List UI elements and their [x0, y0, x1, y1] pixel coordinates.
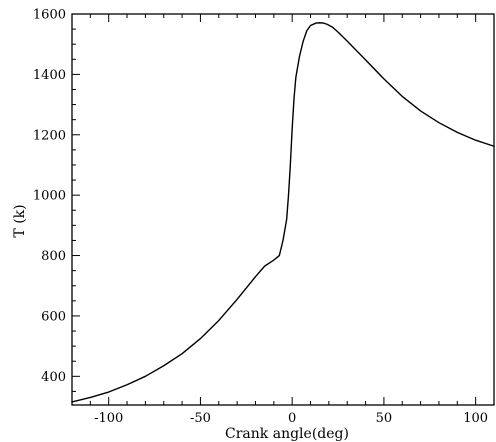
y-tick-label: 1400 — [33, 68, 66, 83]
y-tick-label: 400 — [41, 370, 66, 385]
x-tick-label: -100 — [94, 411, 123, 426]
series-layer — [71, 22, 495, 403]
y-tick-label: 800 — [41, 249, 66, 264]
x-tick-label: 0 — [288, 411, 296, 426]
y-tick-label: 1600 — [33, 8, 66, 23]
y-tick-label: 1200 — [33, 128, 66, 143]
temperature-line — [71, 22, 495, 403]
y-tick-label: 1000 — [33, 189, 66, 204]
plot-frame — [71, 13, 495, 406]
y-tick-label: 600 — [41, 309, 66, 324]
x-axis-title: Crank angle(deg) — [225, 426, 349, 442]
x-axis: -100 -50 0 50 100 — [71, 14, 495, 426]
y-axis-title: T (k) — [12, 204, 28, 237]
x-tick-label: 100 — [463, 411, 488, 426]
x-tick-label: -50 — [190, 411, 211, 426]
x-tick-label: 50 — [376, 411, 393, 426]
y-axis: 400 600 800 1000 1200 1400 1600 — [33, 8, 80, 392]
plot-border — [71, 13, 495, 406]
